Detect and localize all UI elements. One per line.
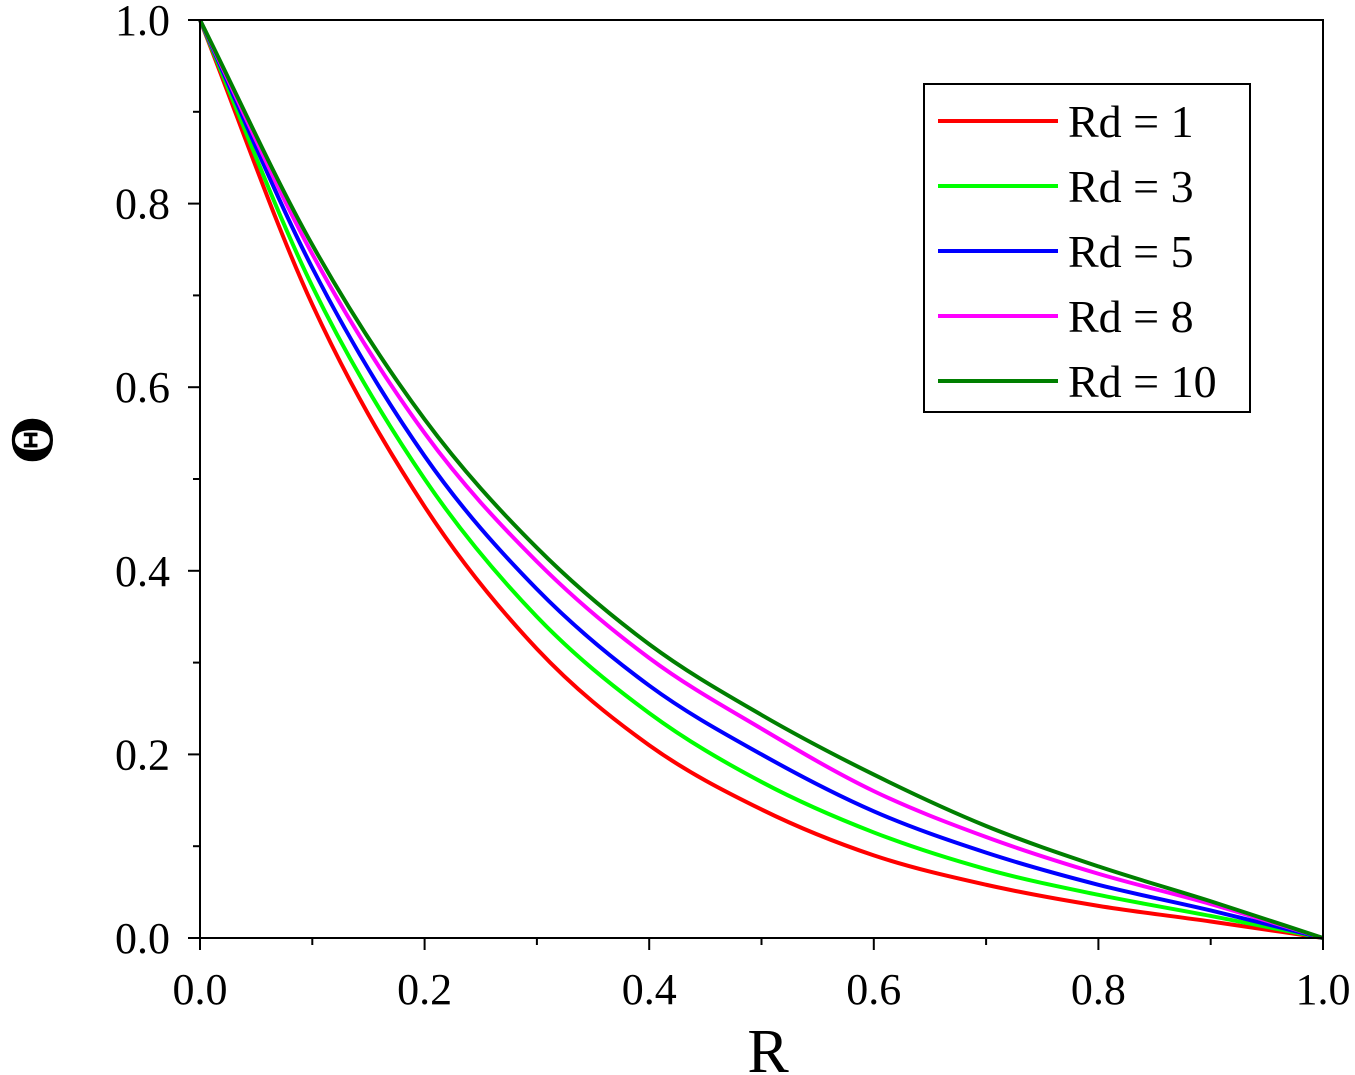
y-axis: 0.0 0.2 0.4 0.6 0.8 1.0 <box>115 0 200 963</box>
y-tick-label: 0.0 <box>115 914 170 963</box>
legend-label: Rd = 5 <box>1068 226 1194 277</box>
legend-label: Rd = 8 <box>1068 291 1194 342</box>
x-tick-label: 0.4 <box>622 965 677 1014</box>
curves-layer <box>198 19 1324 940</box>
x-tick-label: 1.0 <box>1296 965 1351 1014</box>
series-line-1 <box>198 19 1324 940</box>
x-tick-label: 0.8 <box>1071 965 1126 1014</box>
y-tick-label: 0.4 <box>115 547 170 596</box>
series-line-4 <box>198 19 1324 940</box>
x-tick-label: 0.2 <box>397 965 452 1014</box>
series-line-5 <box>198 19 1324 940</box>
y-tick-label: 1.0 <box>115 0 170 45</box>
x-axis: 0.0 0.2 0.4 0.6 0.8 1.0 <box>173 938 1351 1014</box>
y-tick-label: 0.2 <box>115 730 170 779</box>
y-tick-label: 0.6 <box>115 363 170 412</box>
legend-label: Rd = 10 <box>1068 356 1217 407</box>
series-line-2 <box>198 19 1324 940</box>
y-axis-title: Θ <box>1 416 65 463</box>
y-tick-label: 0.8 <box>115 180 170 229</box>
legend: Rd = 1 Rd = 3 Rd = 5 Rd = 8 Rd = 10 <box>923 83 1251 413</box>
x-axis-title: R <box>747 1018 789 1075</box>
legend-label: Rd = 1 <box>1068 96 1194 147</box>
legend-box <box>923 83 1251 413</box>
series-line-3 <box>198 19 1324 940</box>
x-tick-label: 0.6 <box>846 965 901 1014</box>
legend-label: Rd = 3 <box>1068 161 1194 212</box>
x-tick-label: 0.0 <box>173 965 228 1014</box>
